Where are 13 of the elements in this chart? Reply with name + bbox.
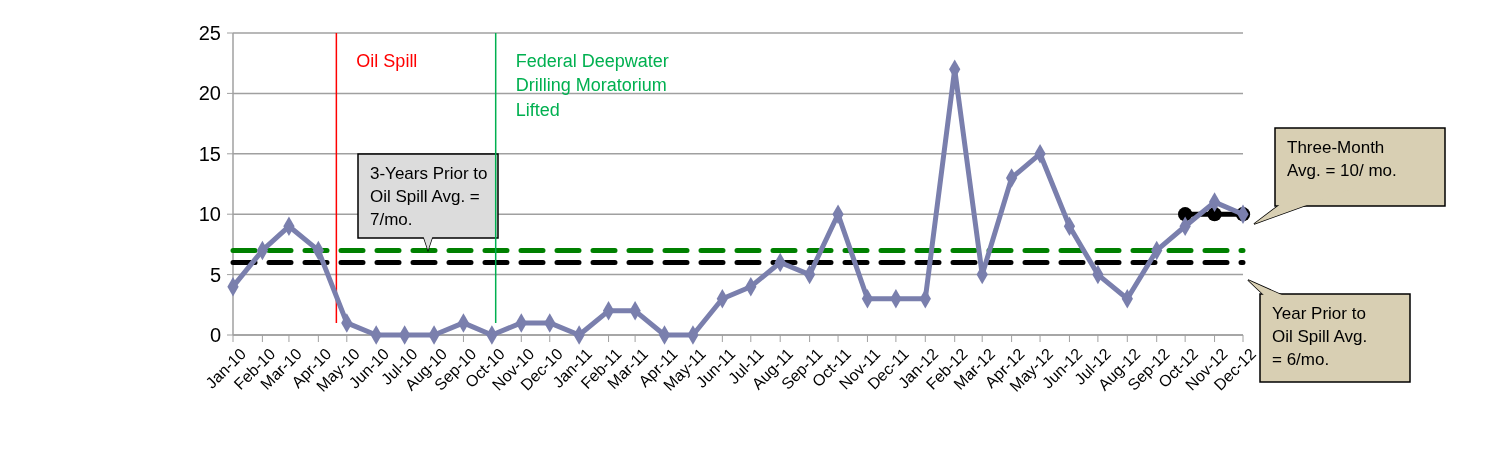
y-tick-label: 15 [198, 142, 221, 165]
y-tick-label: 20 [198, 82, 221, 105]
ref-line-label: Year Prior to Oil Spill Avg. = 6/mo. [1272, 304, 1368, 369]
y-tick-label: 25 [198, 22, 221, 44]
point [1178, 207, 1193, 222]
ref-line-label: 3-Years Prior to Oil Spill Avg. = 7/mo. [370, 164, 488, 229]
text: Three-Month Avg. = 10/ mo. [1287, 138, 1397, 180]
y-tick-label: 10 [198, 203, 221, 226]
y-tick-label: 0 [209, 324, 221, 346]
point [1207, 207, 1222, 222]
ref-line-label: Federal Deepwater Drilling Moratorium Lifted [515, 51, 669, 120]
y-tick-label: 5 [209, 263, 221, 286]
ref-line-label: Oil Spill [356, 51, 418, 71]
